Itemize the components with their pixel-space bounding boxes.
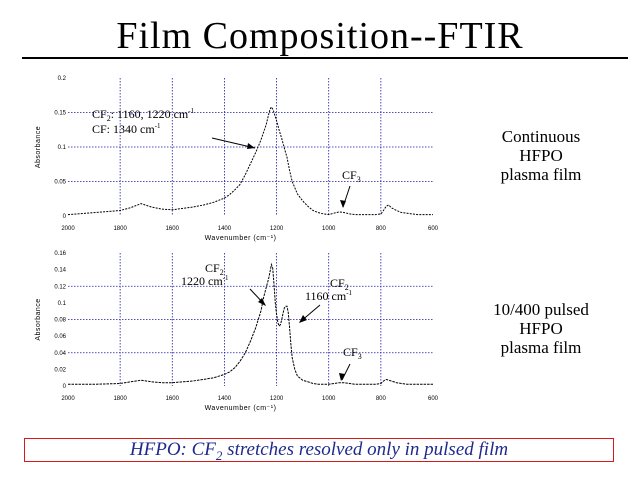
side-label-line: plasma film [500, 165, 582, 184]
annotation-text: : 1160, 1220 cm [111, 107, 189, 121]
annotation-cf3: CF3 [343, 345, 362, 361]
annotation-text: CF [330, 276, 345, 290]
footer-caption: HFPO: CF2 stretches resolved only in pul… [25, 439, 613, 467]
y-axis-label: Absorbance [35, 126, 42, 168]
y-tick-label: 0.1 [58, 301, 67, 307]
annotation-text: CF [205, 261, 220, 275]
x-axis-label: Wavenumber (cm⁻¹) [205, 405, 277, 412]
x-tick-label: 1400 [218, 226, 232, 232]
y-tick-label: 0.06 [54, 334, 66, 340]
y-tick-label: 0.1 [58, 145, 67, 151]
annotation-arrow [341, 363, 351, 381]
side-label-line: plasma film [500, 338, 582, 357]
x-tick-label: 1000 [322, 226, 336, 232]
annotation-cf2: CF2: 1160, 1220 cm-1 [92, 107, 195, 123]
x-axis-label: Wavenumber (cm⁻¹) [205, 235, 277, 242]
x-tick-label: 2000 [61, 396, 75, 402]
x-tick-label: 600 [428, 226, 439, 232]
footer-subscript: 2 [215, 447, 223, 463]
y-tick-label: 0.2 [58, 76, 67, 82]
arrow-head [247, 143, 255, 149]
title-divider [22, 57, 628, 59]
annotation-sub: 3 [358, 352, 362, 361]
annotation-sup: -1 [223, 274, 229, 282]
x-tick-label: 1600 [166, 396, 180, 402]
x-tick-label: 2000 [61, 226, 75, 232]
annotation-text: 1220 cm [181, 274, 223, 288]
x-tick-label: 1600 [166, 226, 180, 232]
annotation-cf2: CF2 [330, 276, 349, 292]
x-tick-label: 1200 [270, 226, 284, 232]
footer-box: HFPO: CF2 stretches resolved only in pul… [24, 438, 614, 463]
y-axis-label: Absorbance [35, 298, 42, 340]
annotation-text: CF [343, 345, 358, 359]
x-tick-label: 600 [428, 396, 439, 402]
x-tick-label: 800 [376, 226, 387, 232]
x-tick-label: 800 [376, 396, 387, 402]
annotation-sup: -1 [155, 122, 161, 130]
annotation-sub: 2 [345, 283, 349, 292]
side-label-line: Continuous [501, 127, 581, 146]
annotation-wavenumber: 1160 cm-1 [305, 289, 353, 303]
y-tick-label: 0 [63, 384, 67, 390]
annotation-text: 1160 cm [305, 289, 347, 303]
x-tick-label: 1800 [113, 396, 127, 402]
y-tick-label: 0.14 [54, 268, 66, 274]
annotation-text: CF [92, 107, 107, 121]
footer-prefix: HFPO: CF [129, 439, 216, 460]
side-label-line: HFPO [519, 146, 563, 165]
annotation-wavenumber: 1220 cm-1 [181, 274, 229, 288]
x-tick-label: 1800 [113, 226, 127, 232]
arrow-head [340, 200, 346, 208]
chart-1: 2000 1800 1600 1400 1200 1000 800 600 0 0.05 0.1 0.… [35, 76, 439, 242]
annotation-sub: 3 [357, 175, 361, 184]
x-tick-label: 1400 [218, 396, 232, 402]
annotation-cf: CF: 1340 cm-1 [92, 122, 161, 136]
annotation-sup: -1 [346, 289, 352, 297]
y-tick-label: 0.08 [54, 318, 66, 324]
y-tick-label: 0.02 [54, 367, 66, 373]
annotation-text: CF [342, 168, 357, 182]
chart-2: 2000 1800 1600 1400 1200 1000 800 600 0 0.02 0.04 0… [35, 251, 439, 412]
annotation-cf3: CF3 [342, 168, 361, 184]
spectrum-line [67, 106, 433, 216]
x-tick-label: 1000 [322, 396, 336, 402]
annotation-sub: 2 [107, 114, 111, 123]
x-tick-label: 1200 [270, 396, 284, 402]
footer-suffix: stretches resolved only in pulsed film [222, 439, 509, 460]
annotation-cf2: CF2 [205, 261, 224, 277]
annotation-text: CF: 1340 cm [92, 122, 155, 136]
arrow-head [299, 315, 307, 323]
annotation-sup: -1 [188, 107, 194, 115]
annotation-sub: 2 [220, 268, 224, 277]
y-tick-label: 0.04 [54, 351, 66, 357]
side-label-pulsed: 10/400 pulsed HFPO plasma film [466, 300, 616, 357]
y-tick-label: 0.16 [54, 251, 66, 257]
slide-title: Film Composition--FTIR [116, 15, 524, 57]
side-label-continuous: Continuous HFPO plasma film [466, 127, 616, 184]
side-label-line: HFPO [519, 319, 563, 338]
y-tick-label: 0.05 [54, 180, 66, 186]
y-tick-label: 0.15 [54, 111, 66, 117]
y-tick-label: 0 [63, 214, 67, 220]
arrow-head [339, 373, 345, 381]
arrow-head [258, 298, 266, 306]
side-label-line: 10/400 pulsed [493, 300, 589, 319]
spectrum-line [68, 262, 433, 385]
y-tick-label: 0.12 [54, 284, 66, 290]
